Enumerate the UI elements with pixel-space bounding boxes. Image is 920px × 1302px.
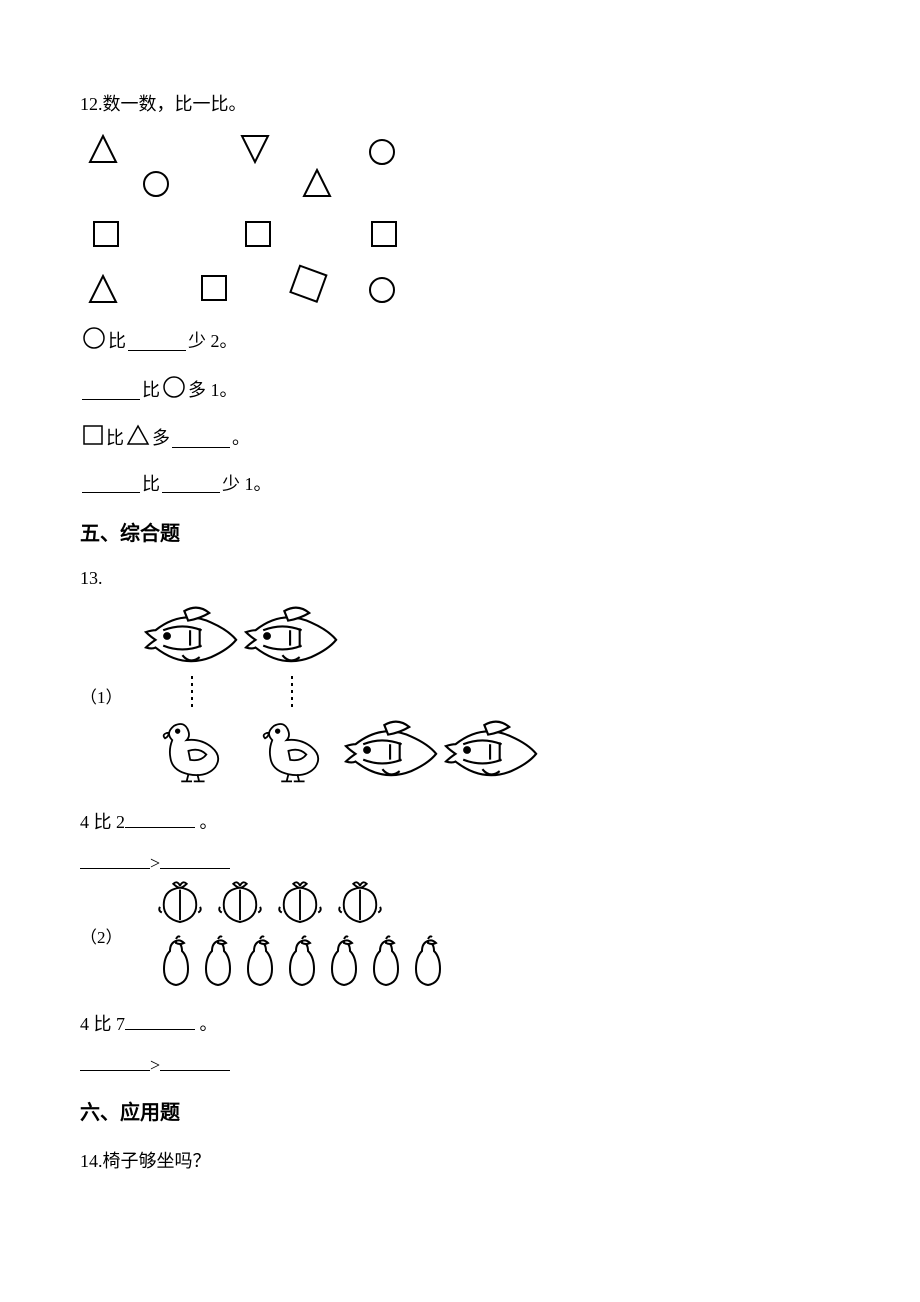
peach-icon bbox=[276, 880, 324, 929]
peach-icon bbox=[336, 880, 384, 929]
q12-line4: 比 少 1。 bbox=[80, 472, 840, 497]
circle-icon bbox=[142, 170, 170, 203]
fish-icon bbox=[244, 601, 340, 676]
q13-number: 13. bbox=[80, 568, 840, 589]
q12-text: 数一数，比一比。 bbox=[103, 94, 247, 114]
peach-pear-block bbox=[156, 880, 448, 992]
text-bi: 比 bbox=[142, 378, 160, 403]
q13-sub1: （1） bbox=[80, 601, 840, 790]
triangle-icon bbox=[302, 168, 332, 203]
stmt-b: 。 bbox=[200, 1014, 218, 1034]
triangle-icon bbox=[88, 134, 118, 169]
blank[interactable] bbox=[125, 1013, 195, 1030]
triangle-icon bbox=[126, 424, 150, 453]
section6-heading: 六、应用题 bbox=[80, 1096, 840, 1125]
pear-icon bbox=[282, 935, 322, 992]
duck-icon bbox=[156, 715, 228, 790]
blank[interactable] bbox=[160, 1054, 230, 1071]
fish-icon bbox=[144, 601, 240, 676]
q14-number: 14. bbox=[80, 1151, 103, 1171]
stmt-a: 4 比 7 bbox=[80, 1014, 125, 1034]
q13-sub1-statement: 4 比 2 。 bbox=[80, 808, 840, 834]
blank[interactable] bbox=[128, 333, 186, 351]
text-duo: 多 bbox=[152, 426, 170, 451]
fish-icon bbox=[444, 715, 540, 790]
pear-icon bbox=[156, 935, 196, 992]
pear-icon bbox=[366, 935, 406, 992]
square-icon bbox=[200, 274, 228, 307]
gt-op: > bbox=[150, 853, 160, 873]
sub2-label: （2） bbox=[80, 923, 126, 948]
square-icon bbox=[82, 424, 104, 453]
peach-icon bbox=[216, 880, 264, 929]
gt-op: > bbox=[150, 1055, 160, 1075]
triangle-down-icon bbox=[240, 134, 270, 169]
pear-icon bbox=[324, 935, 364, 992]
pear-row bbox=[156, 935, 448, 992]
q12-line2: 比 多 1。 bbox=[80, 375, 840, 406]
fish-duck-pair bbox=[344, 715, 440, 790]
q13-sub2-statement: 4 比 7 。 bbox=[80, 1010, 840, 1036]
q14-text: 椅子够坐吗？ bbox=[103, 1151, 211, 1171]
peach-icon bbox=[156, 880, 204, 929]
blank[interactable] bbox=[80, 852, 150, 869]
text-shao1: 少 1。 bbox=[222, 472, 272, 497]
text-shao2: 少 2。 bbox=[188, 329, 238, 354]
duck-icon bbox=[256, 715, 328, 790]
q12-line3: 比 多 。 bbox=[80, 424, 840, 453]
blank[interactable] bbox=[172, 430, 230, 448]
fish-duck-pair bbox=[244, 601, 340, 790]
q12-shapes-grid bbox=[80, 128, 420, 308]
text-bi: 比 bbox=[106, 426, 124, 451]
q13-sub1-compare: > bbox=[80, 852, 840, 874]
square-icon bbox=[244, 220, 272, 253]
pear-icon bbox=[198, 935, 238, 992]
triangle-icon bbox=[88, 274, 118, 309]
circle-icon bbox=[82, 326, 106, 357]
blank[interactable] bbox=[80, 1054, 150, 1071]
q12-prompt: 12.数一数，比一比。 bbox=[80, 90, 840, 116]
fish-duck-pair bbox=[444, 715, 540, 790]
blank[interactable] bbox=[162, 475, 220, 493]
dotted-connector bbox=[289, 676, 295, 715]
dotted-connector bbox=[189, 676, 195, 715]
q13-sub2: （2） bbox=[80, 880, 840, 992]
section5-heading: 五、综合题 bbox=[80, 517, 840, 546]
square-icon bbox=[92, 220, 120, 253]
blank[interactable] bbox=[125, 811, 195, 828]
text-bi: 比 bbox=[142, 472, 160, 497]
blank[interactable] bbox=[82, 382, 140, 400]
pear-icon bbox=[408, 935, 448, 992]
fish-duck-pair bbox=[144, 601, 240, 790]
square-icon bbox=[370, 220, 398, 253]
text-duo1: 多 1。 bbox=[188, 378, 238, 403]
fish-duck-block bbox=[144, 601, 544, 790]
q12-line1: 比 少 2。 bbox=[80, 326, 840, 357]
peach-row bbox=[156, 880, 448, 929]
circle-icon bbox=[162, 375, 186, 406]
q13-sub2-compare: > bbox=[80, 1054, 840, 1076]
blank[interactable] bbox=[82, 475, 140, 493]
stmt-a: 4 比 2 bbox=[80, 812, 125, 832]
stmt-b: 。 bbox=[200, 812, 218, 832]
worksheet-page: 12.数一数，比一比。 比 少 2。 比 多 1。 比 多 。 比 少 bbox=[0, 0, 920, 1245]
sub1-label: （1） bbox=[80, 683, 126, 708]
pear-icon bbox=[240, 935, 280, 992]
blank[interactable] bbox=[160, 852, 230, 869]
text-period: 。 bbox=[232, 426, 250, 451]
q14-prompt: 14.椅子够坐吗？ bbox=[80, 1147, 840, 1173]
fish-icon bbox=[344, 715, 440, 790]
circle-icon bbox=[368, 276, 396, 309]
q12-number: 12. bbox=[80, 94, 103, 114]
text-bi: 比 bbox=[108, 329, 126, 354]
circle-icon bbox=[368, 138, 396, 171]
square-tilted-icon bbox=[288, 264, 330, 311]
fish-row bbox=[144, 601, 544, 790]
